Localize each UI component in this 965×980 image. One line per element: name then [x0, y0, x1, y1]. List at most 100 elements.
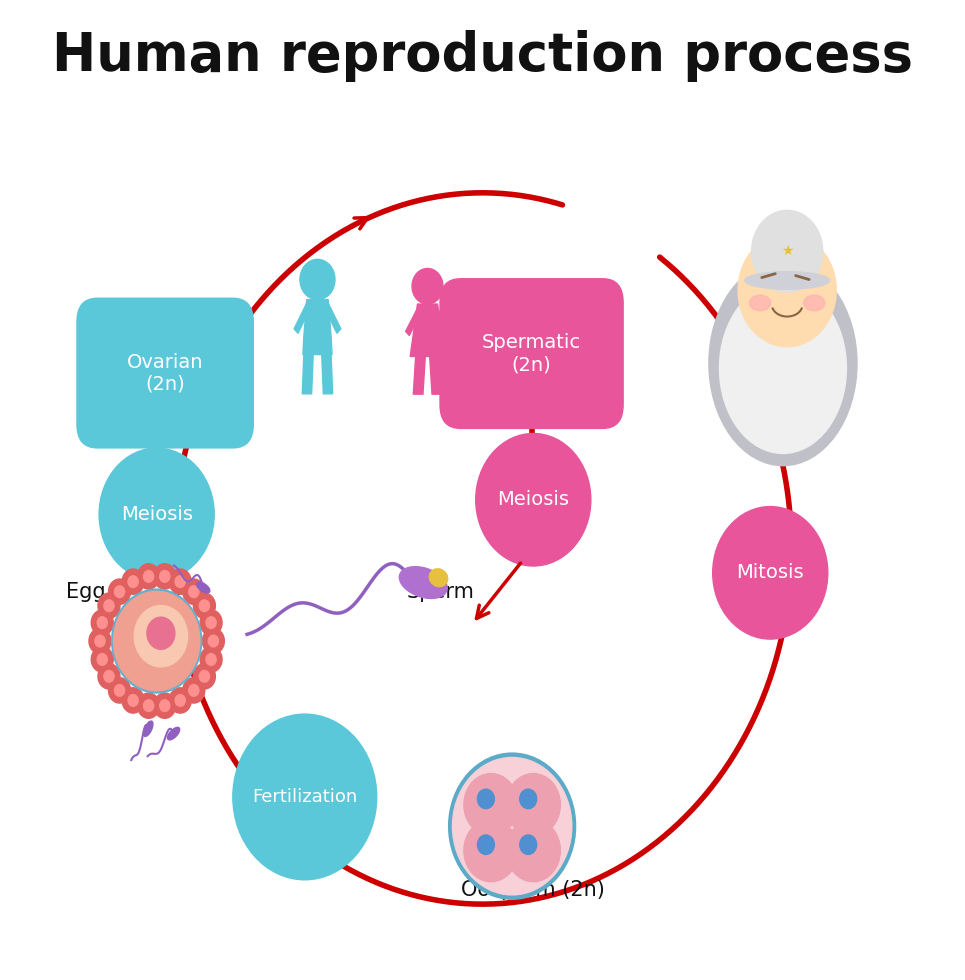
Circle shape [104, 600, 114, 612]
Polygon shape [413, 357, 426, 394]
Circle shape [189, 586, 199, 598]
Circle shape [111, 588, 203, 694]
Polygon shape [302, 355, 314, 394]
Circle shape [108, 678, 130, 703]
Circle shape [449, 753, 575, 900]
Ellipse shape [144, 721, 152, 736]
Ellipse shape [750, 295, 771, 311]
Circle shape [175, 576, 185, 587]
Circle shape [92, 647, 113, 672]
Ellipse shape [709, 261, 857, 466]
Circle shape [138, 564, 159, 589]
Circle shape [123, 688, 144, 713]
Circle shape [200, 670, 209, 682]
Circle shape [89, 628, 111, 654]
Circle shape [206, 654, 216, 665]
Circle shape [138, 693, 159, 718]
FancyBboxPatch shape [76, 298, 254, 449]
Circle shape [189, 685, 199, 696]
Circle shape [159, 700, 170, 711]
Circle shape [507, 819, 561, 882]
Circle shape [476, 433, 591, 566]
Polygon shape [321, 355, 333, 394]
Circle shape [169, 688, 191, 713]
Text: Human reproduction process: Human reproduction process [52, 30, 913, 82]
Circle shape [478, 835, 494, 855]
Circle shape [200, 610, 222, 635]
Circle shape [713, 507, 828, 639]
Text: Baby: Baby [774, 421, 826, 442]
Text: ★: ★ [781, 244, 793, 259]
Ellipse shape [745, 271, 830, 289]
Circle shape [464, 773, 518, 836]
Circle shape [115, 685, 124, 696]
Circle shape [169, 569, 191, 594]
Circle shape [99, 448, 214, 580]
Circle shape [208, 635, 218, 647]
Circle shape [144, 570, 153, 582]
Polygon shape [294, 303, 310, 333]
Circle shape [738, 233, 837, 347]
Circle shape [114, 591, 200, 691]
Circle shape [97, 616, 107, 628]
Ellipse shape [197, 582, 209, 593]
Text: Fertilization: Fertilization [252, 788, 357, 806]
Circle shape [97, 654, 107, 665]
Circle shape [128, 576, 138, 587]
Circle shape [159, 570, 170, 582]
Circle shape [92, 610, 113, 635]
Circle shape [507, 773, 561, 836]
Circle shape [153, 693, 176, 718]
Text: Sperm: Sperm [406, 582, 474, 603]
Circle shape [752, 211, 823, 292]
Circle shape [200, 600, 209, 612]
Text: Mitosis: Mitosis [736, 564, 804, 582]
Ellipse shape [429, 568, 448, 587]
Circle shape [134, 606, 187, 666]
Circle shape [175, 695, 185, 707]
Circle shape [123, 569, 144, 594]
Circle shape [206, 616, 216, 628]
Ellipse shape [804, 295, 825, 311]
Text: Ovarian
(2n): Ovarian (2n) [126, 353, 204, 394]
FancyBboxPatch shape [439, 278, 623, 429]
Polygon shape [405, 309, 421, 335]
Circle shape [182, 579, 205, 605]
Circle shape [193, 593, 215, 618]
Circle shape [128, 695, 138, 707]
Circle shape [98, 663, 120, 689]
Polygon shape [429, 357, 442, 394]
Circle shape [147, 617, 175, 650]
Circle shape [182, 678, 205, 703]
Circle shape [300, 260, 335, 300]
Circle shape [104, 670, 114, 682]
Text: Meiosis: Meiosis [497, 490, 569, 510]
Circle shape [95, 635, 105, 647]
Polygon shape [434, 309, 450, 335]
Circle shape [115, 586, 124, 598]
Ellipse shape [400, 566, 447, 599]
Circle shape [464, 819, 518, 882]
Polygon shape [303, 337, 332, 355]
Text: Meiosis: Meiosis [121, 505, 193, 524]
Circle shape [453, 758, 572, 895]
Circle shape [144, 700, 153, 711]
Circle shape [520, 789, 537, 808]
Circle shape [108, 579, 130, 605]
Ellipse shape [720, 283, 846, 454]
Circle shape [520, 835, 537, 855]
Circle shape [412, 269, 443, 304]
Ellipse shape [168, 727, 179, 740]
Polygon shape [325, 303, 341, 333]
Circle shape [98, 593, 120, 618]
Circle shape [153, 564, 176, 589]
Circle shape [200, 647, 222, 672]
Circle shape [203, 628, 225, 654]
Text: Spermatic
(2n): Spermatic (2n) [482, 333, 581, 374]
Polygon shape [410, 304, 445, 357]
Circle shape [233, 714, 376, 880]
Circle shape [478, 789, 494, 808]
Text: Egg: Egg [67, 582, 106, 603]
Polygon shape [304, 300, 331, 337]
Circle shape [193, 663, 215, 689]
